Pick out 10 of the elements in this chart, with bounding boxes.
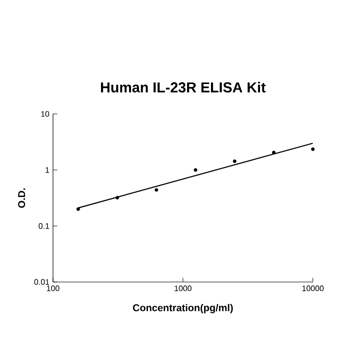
point xyxy=(154,188,158,192)
point xyxy=(194,168,198,172)
point xyxy=(76,207,80,211)
chart-title: Human IL-23R ELISA Kit xyxy=(101,82,266,92)
y-axis-title: O.D. xyxy=(18,188,26,208)
point xyxy=(116,196,120,200)
x-axis-title: Concentration(pg/ml) xyxy=(132,304,233,314)
point xyxy=(311,147,315,151)
point xyxy=(272,150,276,154)
point xyxy=(232,159,236,164)
